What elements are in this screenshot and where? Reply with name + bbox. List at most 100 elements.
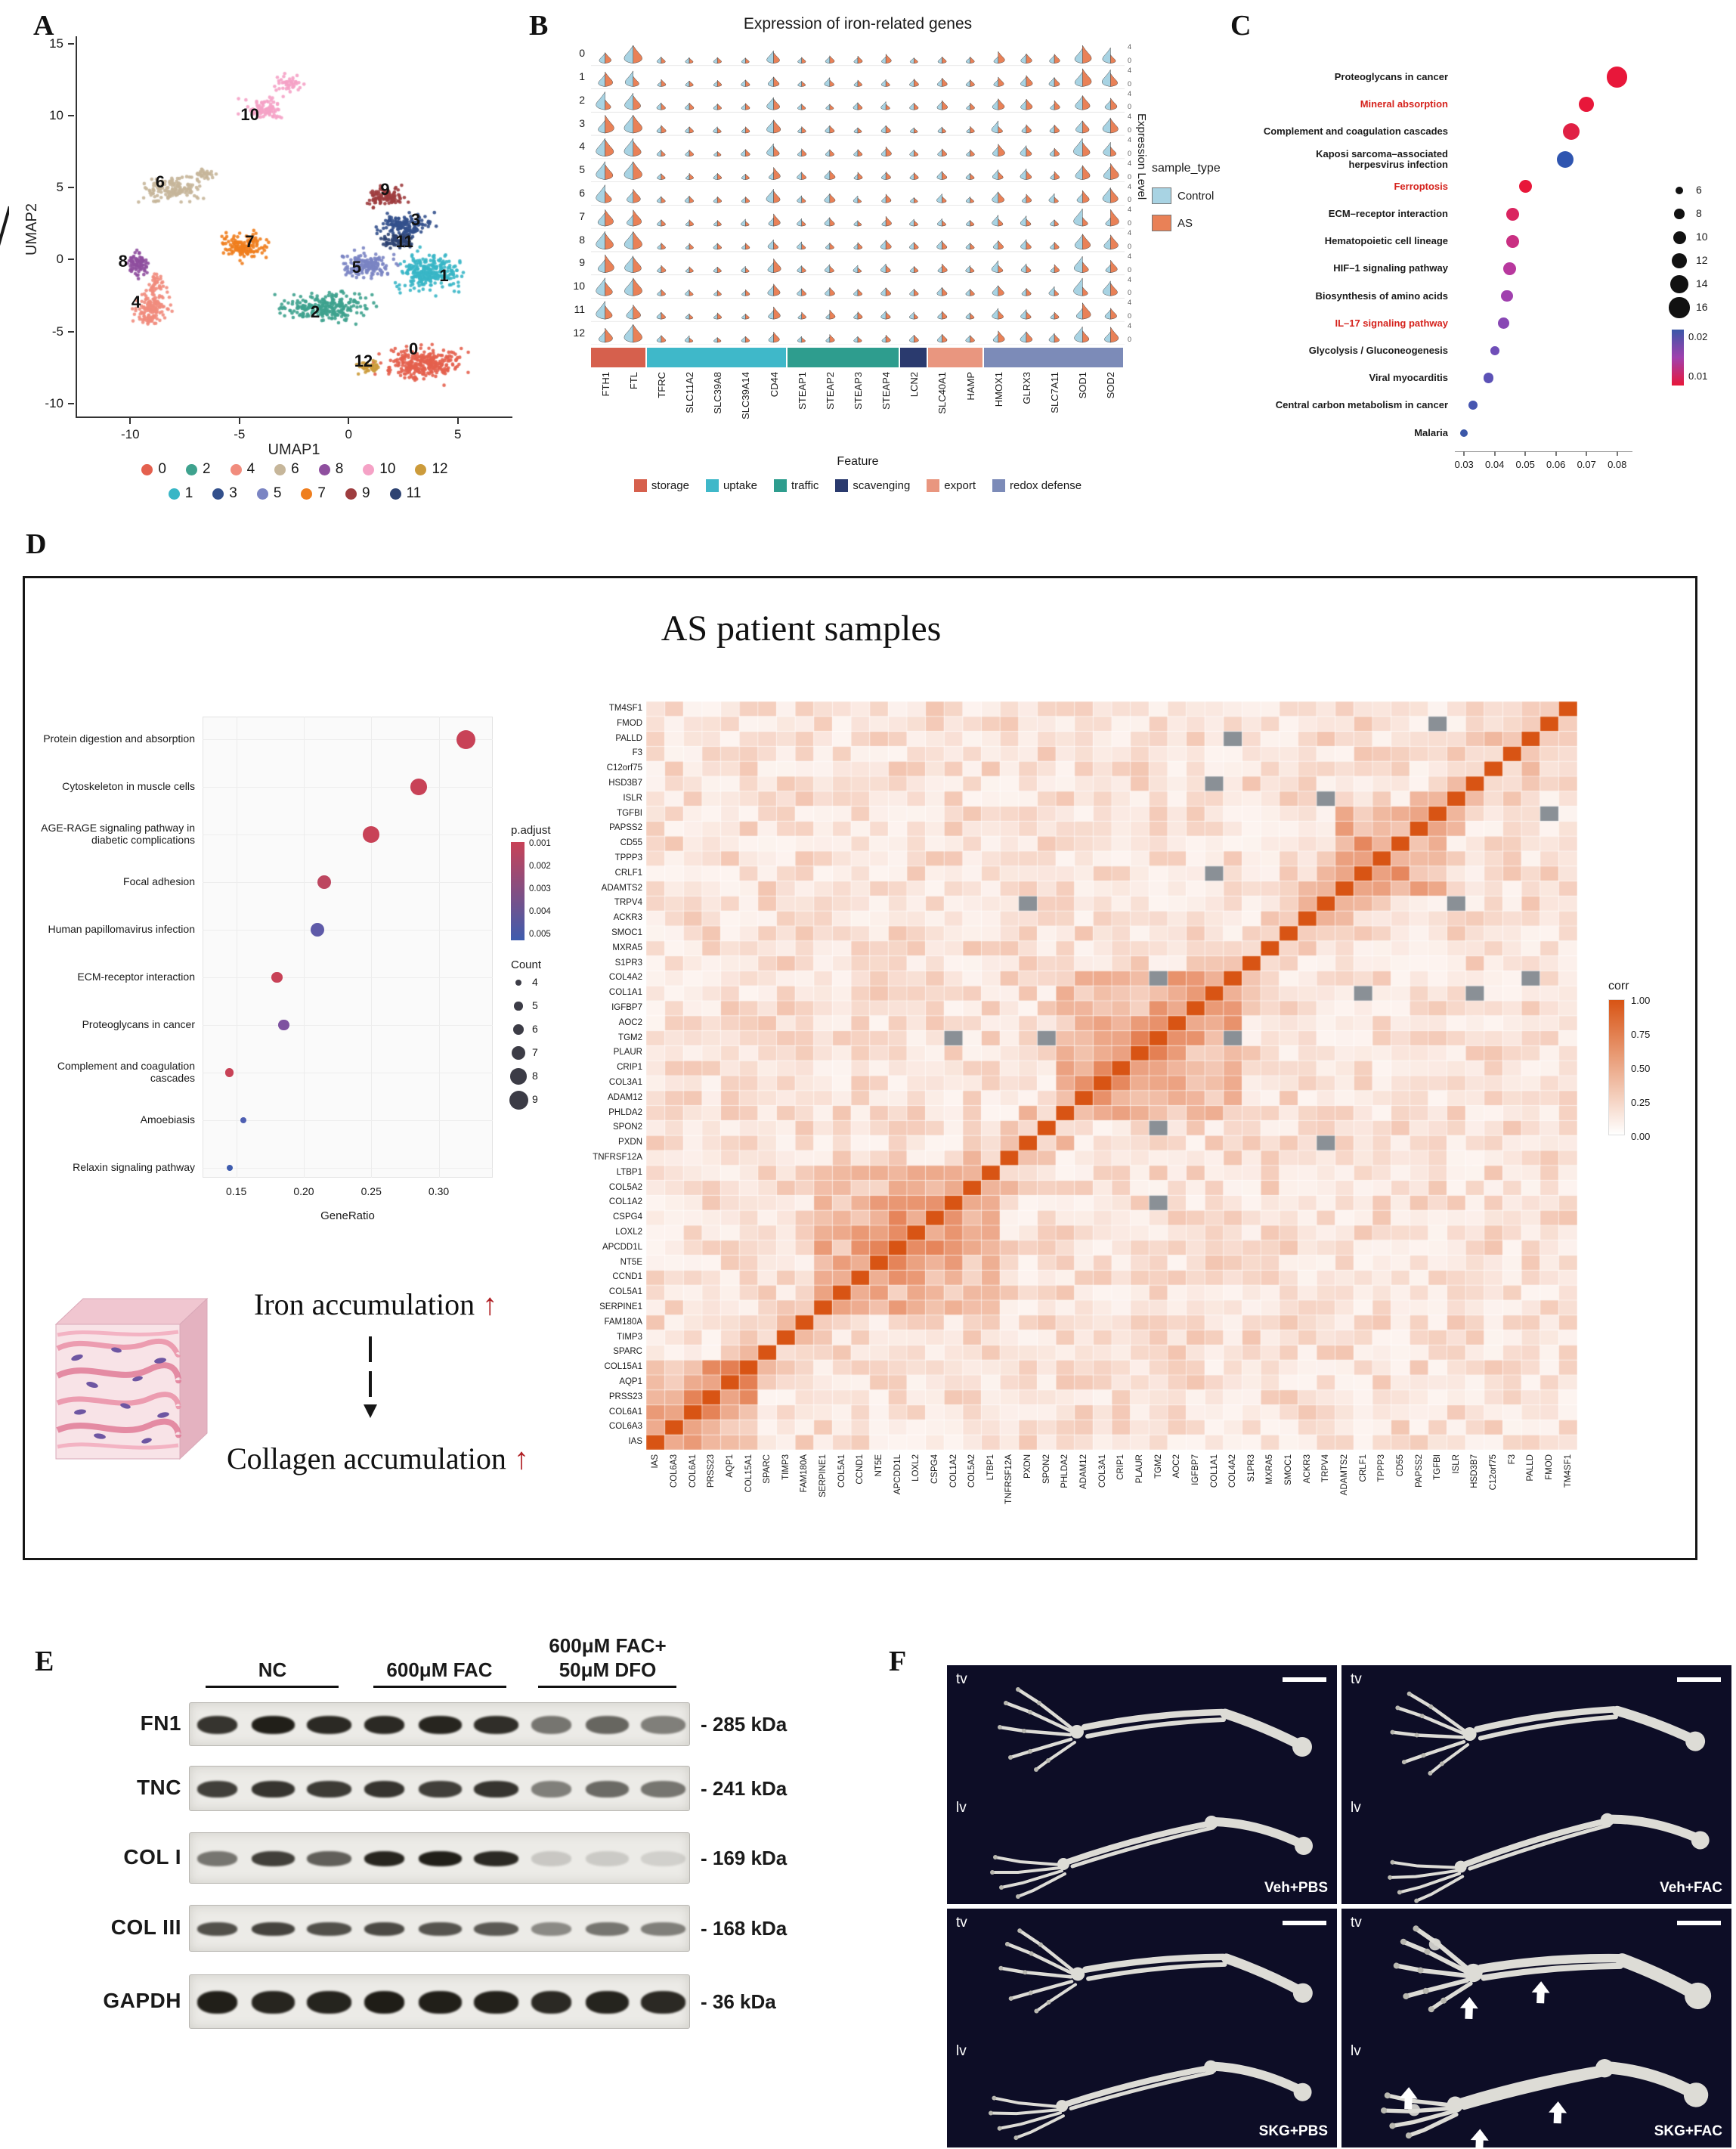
corr-tick-label: 0.00 [1631, 1131, 1651, 1142]
panel-b-label: B [529, 10, 549, 42]
violin-gene-label: SLC39A14 [740, 372, 752, 420]
heatmap-y-label: CSPG4 [613, 1212, 642, 1222]
d-pathway-dot [456, 729, 475, 749]
blot-band [586, 1922, 629, 1936]
d-pathway-dot [410, 779, 427, 795]
violin-gene-label: LCN2 [908, 372, 921, 398]
row-axis-tick-top: 4 [1128, 252, 1132, 260]
violin-row-label: 6 [579, 187, 585, 199]
row-axis-tick-bottom: 0 [1128, 289, 1132, 297]
sample-type-swatch-icon [1152, 187, 1171, 204]
c-pathway-label: Kaposi sarcoma–associated herpesvirus in… [1316, 147, 1448, 170]
cluster-legend-label: 12 [432, 461, 448, 477]
heatmap-x-label: PAPSS2 [1414, 1454, 1424, 1488]
heatmap-x-label: TNFRSF12A [1004, 1454, 1014, 1504]
d-pathway-dot [225, 1068, 234, 1077]
heatmap-y-label: COL1A2 [608, 1197, 642, 1207]
heatmap-y-label: CD55 [620, 838, 642, 848]
heatmap-x-label: COL1A2 [948, 1454, 958, 1488]
row-axis-tick-top: 4 [1128, 89, 1132, 98]
heatmap-y-label: IGFBP7 [611, 1002, 642, 1012]
microct-quadrant: tv lv SKG+FAC [1341, 1909, 1731, 2147]
feature-legend-label: uptake [723, 479, 757, 492]
heatmap-y-label: AOC2 [618, 1017, 642, 1027]
heatmap-x-label: TRPV4 [1321, 1454, 1331, 1483]
d-gridline-v [303, 717, 305, 1178]
blot-band [252, 1716, 295, 1734]
violin-row-label: 8 [579, 233, 585, 246]
iron-accumulation-text: Iron accumulation ↑ [254, 1287, 497, 1322]
heatmap-y-label: S1PR3 [614, 958, 642, 968]
umap-ylabel: UMAP2 [23, 203, 40, 255]
count-legend-dot [509, 1090, 528, 1110]
heatmap-y-label: ACKR3 [613, 913, 642, 923]
e-kda-label: - 169 kDa [701, 1847, 788, 1869]
blot-film [189, 1702, 690, 1746]
cluster-swatch-icon [363, 463, 375, 475]
count-legend-title: Count [511, 958, 542, 971]
d-pathway-label: AGE-RAGE signaling pathway in diabetic c… [41, 822, 195, 846]
c-x-tick-label: 0.08 [1608, 458, 1627, 470]
heatmap-y-label: F3 [632, 748, 642, 758]
d-pathway-label: Relaxin signaling pathway [73, 1161, 195, 1174]
count-legend-label: 5 [532, 999, 538, 1011]
d-gridline-h [203, 977, 493, 978]
count-legend-label: 6 [532, 1023, 538, 1035]
blot-film [189, 1905, 690, 1952]
blot-band [419, 1716, 462, 1734]
view-label-tv: tv [956, 1671, 967, 1687]
umap-legend-item: 0 [141, 461, 166, 478]
umap-legend-item: 2 [185, 461, 211, 478]
p-adjust-tick-label: 0.001 [529, 839, 551, 848]
sample-type-title: sample_type [1152, 162, 1221, 175]
heatmap-x-label: AOC2 [1172, 1454, 1182, 1479]
up-arrow-icon: ↑ [513, 1441, 529, 1476]
c-pathway-dot [1562, 123, 1580, 141]
feature-legend-item: traffic [774, 479, 818, 492]
d-pathway-label: Human papillomavirus infection [48, 923, 195, 936]
heatmap-x-label: CCND1 [856, 1454, 865, 1485]
row-axis-tick-bottom: 0 [1128, 126, 1132, 135]
condition-label: Veh+PBS [1264, 1880, 1328, 1896]
heatmap-y-label: COL4A2 [608, 973, 642, 983]
umap-legend-item: 12 [415, 461, 448, 478]
c-size-legend-dot [1674, 209, 1685, 219]
violin-gene-label: STEAP3 [853, 372, 864, 410]
heatmap-y-label: COL6A1 [608, 1407, 642, 1417]
heatmap-y-label: TNFRSF12A [593, 1152, 642, 1162]
feature-legend-item: uptake [705, 479, 757, 492]
umap-x-tick-label: -5 [234, 427, 246, 441]
feature-bar-segment [591, 348, 646, 367]
scale-bar [1677, 1677, 1721, 1682]
heatmap-x-label: FMOD [1545, 1454, 1555, 1480]
scale-bar [1283, 1921, 1326, 1925]
d-gridline-v [438, 717, 440, 1178]
view-label-lv: lv [956, 1800, 967, 1816]
violin-gene-label: CD44 [768, 372, 780, 398]
c-x-tick [1524, 451, 1527, 456]
c-x-tick-label: 0.03 [1454, 458, 1474, 470]
c-pathway-label: HIF–1 signaling pathway [1333, 262, 1448, 274]
umap-legend-item: 10 [363, 461, 395, 478]
umap-x-tick-label: -10 [120, 427, 140, 441]
umap-x-tick [456, 418, 459, 424]
blot-band [531, 1991, 572, 2014]
iron-accumulation-label: Iron accumulation [254, 1287, 475, 1321]
d-x-tick-label: 0.25 [361, 1185, 382, 1197]
heatmap-x-label: COL4A2 [1228, 1454, 1238, 1488]
blot-band [531, 1781, 572, 1798]
d-gridline-h [203, 1168, 493, 1169]
swelling-arrow-icon [1459, 1996, 1478, 2020]
violin-gene-label: HMOX1 [992, 372, 1004, 407]
umap-legend-item: 7 [301, 485, 326, 502]
d-x-tick-label: 0.30 [428, 1185, 450, 1197]
blot-band [197, 1851, 238, 1866]
count-legend-label: 7 [532, 1046, 538, 1058]
e-kda-label: - 241 kDa [701, 1777, 788, 1800]
e-protein-label: FN1 [140, 1711, 181, 1735]
heatmap-y-label: COL5A1 [608, 1287, 642, 1297]
cluster-swatch-icon [415, 463, 427, 475]
heatmap-x-label: IGFBP7 [1190, 1454, 1200, 1485]
c-pathway-dot [1607, 67, 1628, 88]
panel-d-box [23, 576, 1697, 1560]
